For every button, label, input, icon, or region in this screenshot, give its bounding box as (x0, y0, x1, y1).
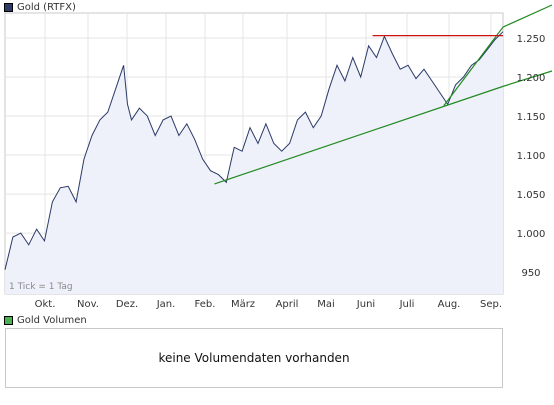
x-tick-label: März (231, 299, 255, 310)
tick-note: 1 Tick = 1 Tag (9, 282, 73, 292)
x-tick-label: Feb. (195, 299, 216, 310)
x-tick-label: Juni (356, 299, 375, 310)
price-legend-swatch (4, 2, 13, 12)
x-tick-label: Mai (317, 299, 335, 310)
x-tick-label: Nov. (77, 299, 99, 310)
x-tick-label: Dez. (116, 299, 138, 310)
x-axis-ticks: Okt. Nov. Dez. Jan. Feb. März April Mai Juni Juli… (35, 299, 502, 310)
y-tick-label: 950 (521, 268, 540, 279)
y-tick-label: 1.200 (517, 73, 546, 84)
trend-line-extension (502, 4, 553, 28)
trend-line (214, 85, 504, 185)
y-tick-label: 1.150 (517, 112, 546, 123)
trend-line-extension (502, 70, 553, 87)
y-tick-label: 1.050 (517, 190, 546, 201)
volume-legend: Gold Volumen (4, 314, 87, 326)
volume-legend-label: Gold Volumen (17, 314, 87, 326)
volume-message: keine Volumendaten vorhanden (158, 351, 350, 365)
x-tick-label: Juli (399, 299, 415, 310)
x-tick-label: Okt. (35, 299, 56, 310)
volume-panel: keine Volumendaten vorhanden (5, 328, 503, 388)
y-tick-label: 1.250 (517, 34, 546, 45)
x-tick-label: April (276, 299, 299, 310)
x-tick-label: Aug. (438, 299, 461, 310)
trend-line (443, 26, 504, 107)
x-tick-label: Sep. (480, 299, 502, 310)
y-tick-label: 1.000 (517, 229, 546, 240)
price-legend: Gold (RTFX) (4, 1, 76, 13)
price-area-fill (5, 31, 503, 294)
price-legend-label: Gold (RTFX) (17, 1, 76, 13)
annotation-layer (214, 4, 553, 185)
x-tick-label: Jan. (156, 299, 176, 310)
y-tick-label: 1.100 (517, 151, 546, 162)
price-line (4, 31, 504, 270)
y-axis-ticks: 950 1.000 1.050 1.100 1.150 1.200 1.250 (517, 34, 546, 279)
price-chart: 950 1.000 1.050 1.100 1.150 1.200 1.250 Okt. No… (4, 4, 553, 310)
volume-legend-swatch (4, 315, 13, 325)
